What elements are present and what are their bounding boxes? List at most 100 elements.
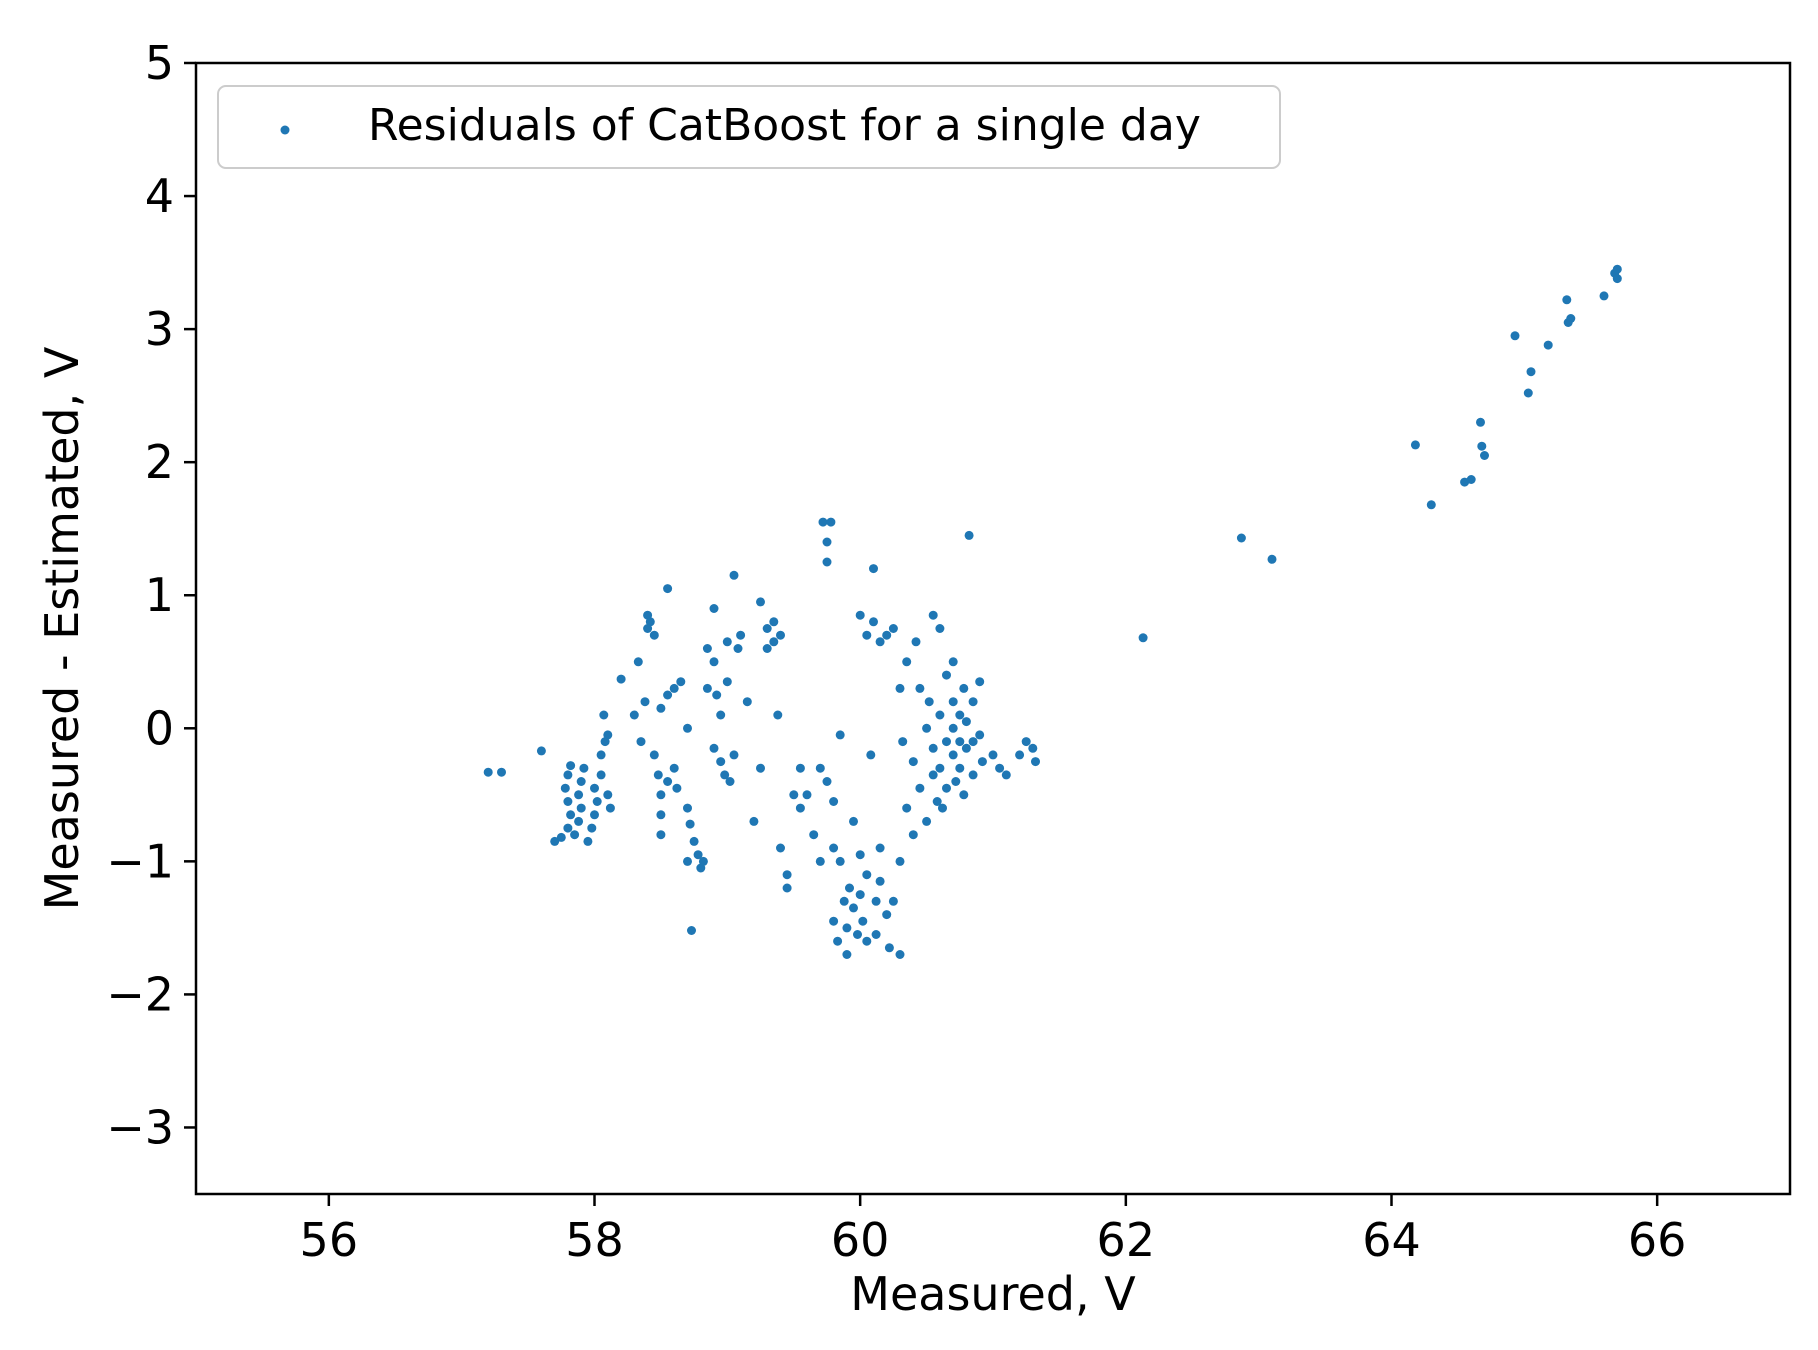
data-point [603,790,613,800]
data-point [845,883,854,893]
data-point [855,850,865,860]
data-point [948,750,958,760]
data-point [1236,533,1246,543]
data-point [875,843,885,853]
data-point [951,777,961,786]
y-tick-label: 1 [145,568,174,622]
data-point [822,777,832,786]
data-point [579,763,589,773]
data-point [884,943,894,953]
data-point [882,910,892,920]
y-axis-label: Measured - Estimated, V [35,346,89,910]
data-point [663,777,673,786]
data-point [988,750,998,760]
data-point [576,777,586,786]
data-point [1480,451,1489,460]
data-point [563,770,573,780]
y-tick-label: 5 [145,36,174,90]
data-point [563,823,573,833]
data-point [862,936,872,946]
data-point [742,697,752,707]
data-point [1028,743,1038,753]
y-tick-label: −2 [106,967,174,1021]
data-point [649,750,659,760]
data-point [875,876,885,886]
data-point [566,810,576,820]
y-tick-label: −3 [106,1100,174,1154]
data-point [1523,388,1533,398]
data-point [902,803,912,813]
data-point [1612,264,1622,274]
data-point [902,657,912,667]
data-point [789,790,799,800]
data-point [566,761,576,771]
data-point [722,677,732,687]
data-point [822,557,832,567]
x-tick-label: 56 [300,1213,359,1267]
data-point [964,530,974,540]
data-point [729,570,739,580]
data-point [592,797,602,806]
y-tick-label: 2 [145,435,174,489]
x-tick-label: 66 [1628,1213,1687,1267]
data-point [942,670,951,680]
data-point [656,703,666,713]
data-point [733,644,743,653]
data-point [1138,633,1148,643]
data-point [574,790,584,800]
x-tick-label: 58 [565,1213,624,1267]
data-point [587,823,597,833]
data-point [869,617,878,627]
data-point [888,896,898,906]
points-layer [483,264,1622,959]
data-point [693,850,703,860]
data-point [1476,417,1485,427]
data-point [1543,340,1553,350]
data-point [858,916,868,926]
data-point [915,683,925,693]
data-point [829,843,839,853]
data-point [795,763,805,773]
data-point [1510,331,1520,341]
data-point [725,777,735,786]
data-point [1267,554,1277,564]
data-point [833,936,843,946]
data-point [862,870,872,880]
data-point [672,783,682,793]
y-tick-label: 4 [145,169,174,223]
data-point [935,763,945,773]
data-point [922,816,932,826]
data-point [636,737,646,747]
data-point [932,797,942,806]
data-point [1599,291,1609,301]
data-point [709,743,719,753]
data-point [1410,440,1420,450]
data-point [669,763,679,773]
data-point [928,770,938,780]
data-point [643,624,653,633]
data-point [776,843,785,853]
data-point [955,737,965,747]
data-point [716,710,726,720]
data-point [683,856,692,866]
data-point [942,737,951,747]
data-point [709,604,719,613]
data-point [959,683,969,693]
data-point [922,723,932,733]
data-point [908,757,918,767]
data-point [842,950,852,959]
data-point [656,830,666,840]
data-point [685,819,695,829]
data-point [1612,274,1622,284]
data-point [875,637,885,647]
data-point [640,697,650,707]
data-point [815,763,825,773]
ticks-layer: 56 58 60 62 64 66 −3 −2 −1 0 1 2 3 4 5 [106,36,1686,1267]
data-point [769,617,779,627]
data-point [560,783,570,793]
data-point [556,832,566,842]
data-point [862,630,872,640]
data-point [1526,367,1536,377]
data-point [866,750,876,760]
